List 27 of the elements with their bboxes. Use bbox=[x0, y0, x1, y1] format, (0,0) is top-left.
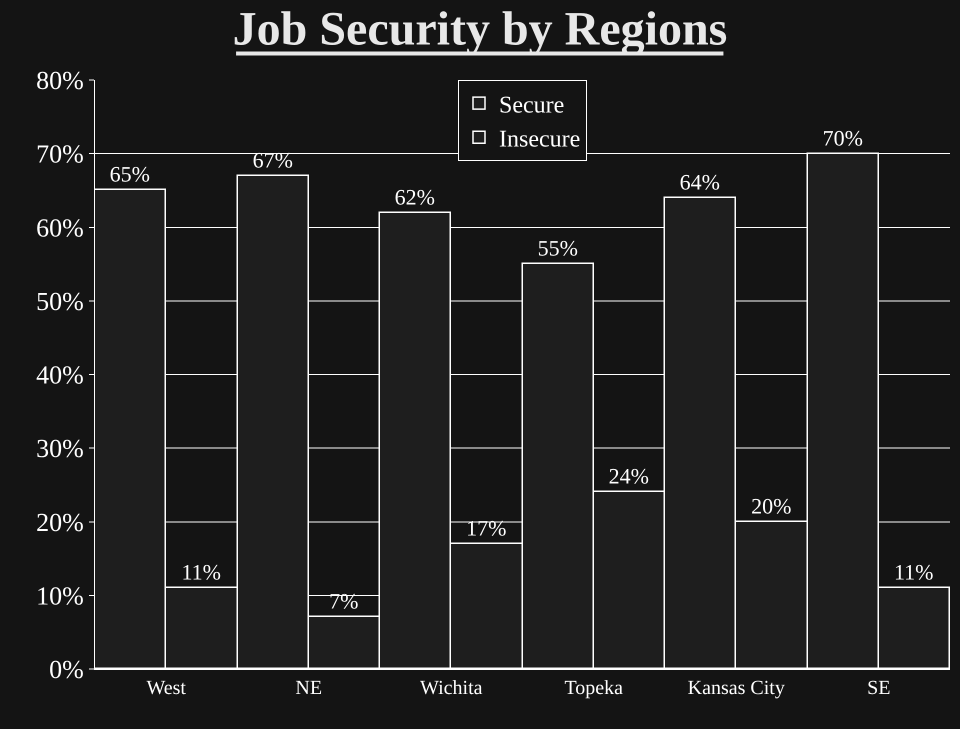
data-label: 55% bbox=[538, 235, 578, 260]
y-tick-label: 50% bbox=[36, 286, 84, 316]
data-label: 64% bbox=[680, 169, 720, 194]
y-tick-label: 60% bbox=[36, 213, 84, 242]
y-tick-label: 0% bbox=[49, 655, 84, 684]
data-label: 11% bbox=[181, 559, 222, 584]
legend-label: Insecure bbox=[499, 126, 580, 153]
x-tick-label: Kansas City bbox=[688, 677, 785, 699]
y-tick-label: 10% bbox=[36, 581, 84, 610]
x-tick-label: Topeka bbox=[564, 677, 624, 699]
data-label: 20% bbox=[751, 493, 792, 518]
y-tick-label: 40% bbox=[36, 360, 84, 390]
x-tick-label: SE bbox=[867, 677, 890, 699]
data-label: 70% bbox=[822, 125, 863, 150]
x-tick-label: NE bbox=[295, 677, 322, 699]
data-label: 65% bbox=[110, 161, 150, 186]
data-label: 11% bbox=[894, 559, 934, 584]
chart-title: Job Security by Regions bbox=[232, 2, 728, 56]
y-tick-label: 30% bbox=[36, 434, 84, 464]
legend-label: Secure bbox=[499, 92, 564, 118]
y-tick-label: 20% bbox=[36, 508, 84, 537]
data-label: 62% bbox=[394, 184, 435, 210]
y-tick-label: 80% bbox=[36, 66, 84, 96]
x-tick-label: West bbox=[146, 677, 186, 699]
data-label: 24% bbox=[608, 463, 649, 488]
y-tick-label: 70% bbox=[36, 140, 84, 169]
x-tick-label: Wichita bbox=[420, 677, 483, 699]
